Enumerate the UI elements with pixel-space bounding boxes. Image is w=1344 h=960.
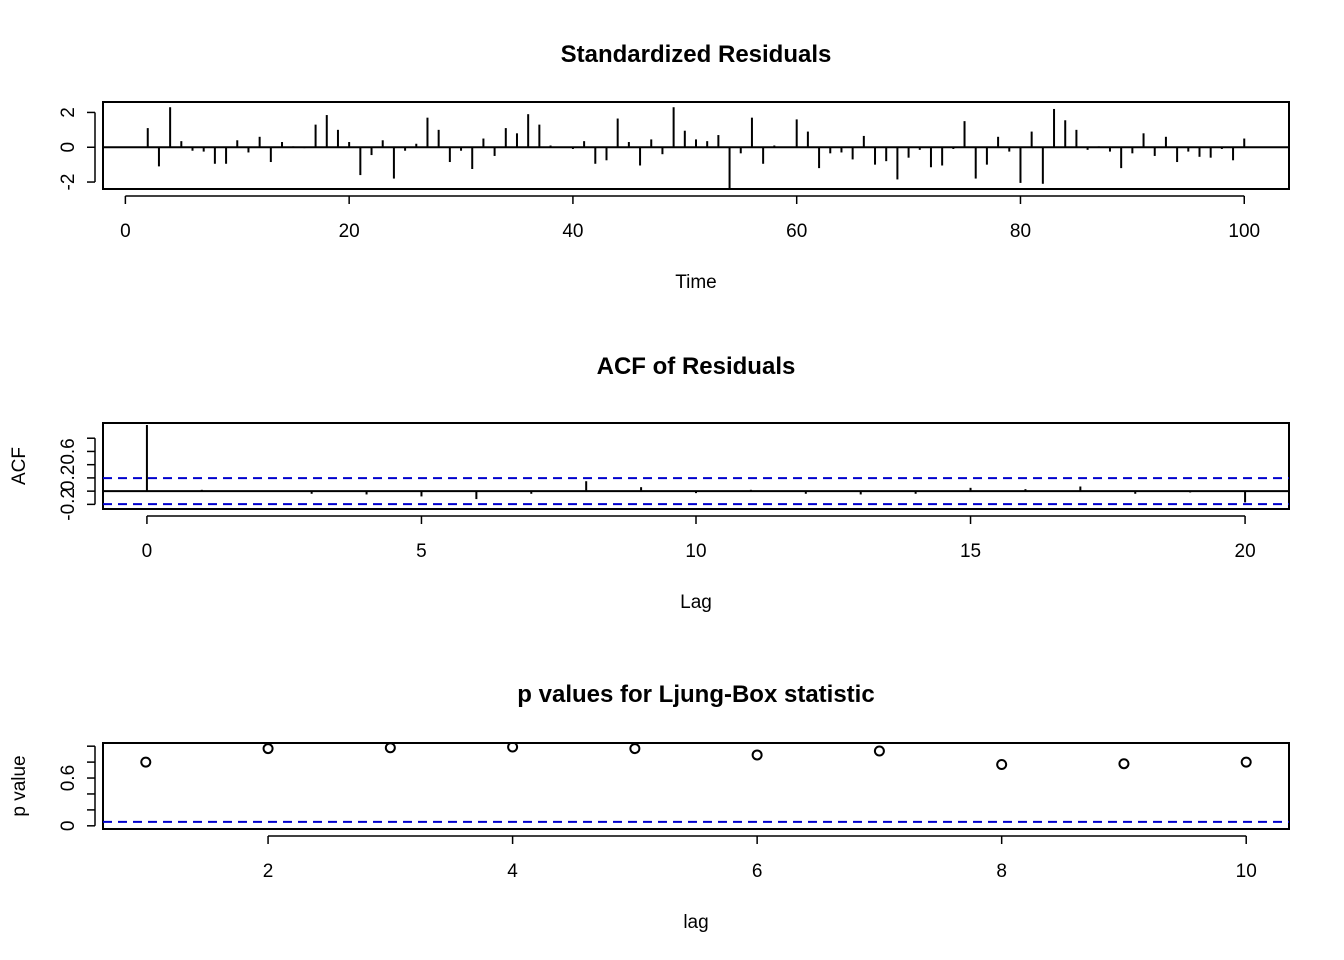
y-tick-label: -2 (58, 174, 79, 191)
x-tick-label: 80 (1010, 221, 1031, 242)
chart-title: Standardized Residuals (561, 41, 832, 68)
plot-frame (102, 422, 1290, 510)
x-tick-label: 4 (507, 861, 518, 882)
x-tick-label: 2 (263, 861, 274, 882)
chart-title: p values for Ljung-Box statistic (517, 681, 874, 708)
x-tick-label: 20 (1235, 541, 1256, 562)
y-tick-label: 0.2 (58, 465, 79, 491)
data-marks (103, 743, 1289, 823)
x-tick-label: 10 (685, 541, 706, 562)
x-tick-label: 8 (996, 861, 1007, 882)
y-tick-label: 2 (58, 107, 79, 118)
y-tick-label: 0 (58, 821, 79, 832)
y-tick-label: 0.6 (58, 438, 79, 464)
p-value-point (140, 756, 152, 768)
chart-panel-2: ACF of Residuals 0 5 10 15 20 -0.20.20.6 Lag ACF (9, 353, 1290, 613)
p-value-point (1240, 756, 1252, 768)
x-tick-label: 6 (752, 861, 763, 882)
x-tick-label: 15 (960, 541, 981, 562)
p-value-point (384, 743, 396, 754)
plot-frame (102, 101, 1290, 190)
x-tick-label: 20 (339, 221, 360, 242)
chart-panel-1: Standardized Residuals 0 20 40 60 80 100 -2 0 2 Ti… (58, 41, 1290, 293)
p-value-point (1118, 758, 1130, 770)
p-value-point (751, 749, 763, 761)
x-tick-label: 100 (1228, 221, 1260, 242)
data-marks (103, 107, 1289, 189)
plot-frame (102, 742, 1290, 830)
x-tick-label: 0 (120, 221, 131, 242)
p-value-point (262, 743, 274, 755)
x-tick-label: 0 (142, 541, 153, 562)
x-tick-label: 60 (786, 221, 807, 242)
y-axis-label: p value (9, 755, 30, 816)
y-tick-label: -0.2 (58, 488, 79, 521)
y-axis-label: ACF (9, 447, 30, 485)
p-value-point (996, 759, 1008, 770)
x-tick-label: 10 (1236, 861, 1257, 882)
x-tick-label: 40 (562, 221, 583, 242)
p-value-point (507, 743, 519, 753)
x-axis-label: lag (683, 912, 708, 933)
p-value-point (629, 743, 641, 755)
x-axis-label: Time (675, 272, 717, 293)
x-axis-label: Lag (680, 592, 712, 613)
x-tick-label: 5 (416, 541, 427, 562)
chart-title: ACF of Residuals (597, 353, 796, 380)
chart-panel-3: p values for Ljung-Box statistic 2 4 6 8 10 0 0… (9, 681, 1290, 933)
y-tick-label: 0.6 (58, 765, 79, 791)
data-marks (103, 424, 1289, 506)
p-value-point (873, 745, 885, 757)
y-tick-label: 0 (58, 142, 79, 153)
